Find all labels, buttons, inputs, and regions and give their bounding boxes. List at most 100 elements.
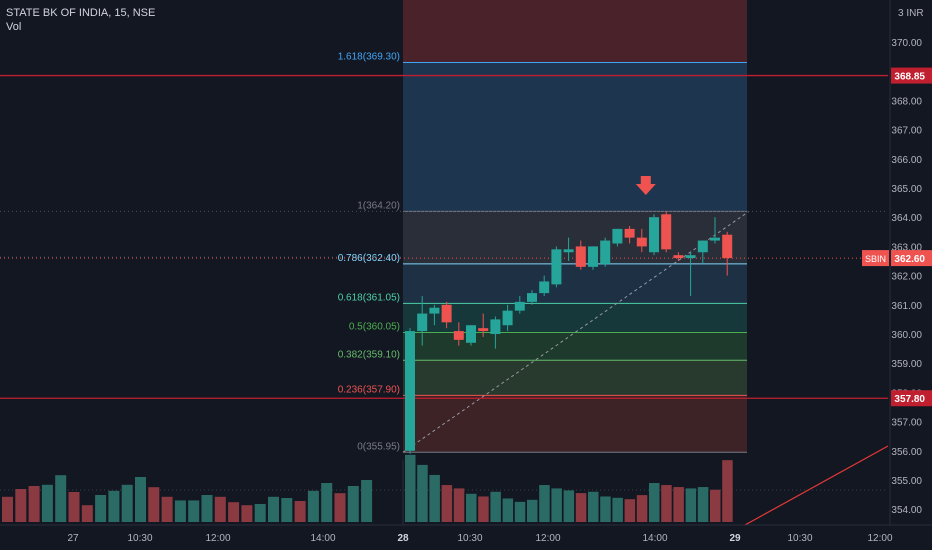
price-tick-label: 361.00 <box>891 301 922 312</box>
down-arrow-annotation <box>635 176 656 195</box>
volume-bar <box>68 492 80 522</box>
fib-zone-top <box>403 0 747 63</box>
volume-bar <box>612 497 623 522</box>
candle <box>697 240 708 264</box>
candle-body <box>478 328 489 332</box>
time-axis: 27 10:30 12:00 14:00 28 10:30 12:00 14:00 29 10:3… <box>0 524 932 544</box>
candle <box>624 225 635 244</box>
volume-bar <box>108 490 120 522</box>
candle <box>685 252 696 297</box>
candle <box>514 296 525 314</box>
fib-zone-band <box>403 263 747 304</box>
symbol-tag: SBIN <box>865 254 886 264</box>
price-tick-label: 354.00 <box>891 505 922 516</box>
candle-body <box>636 237 647 247</box>
volume-bar <box>466 493 477 522</box>
candle-body <box>563 249 574 253</box>
price-tick-label: 370.00 <box>891 38 922 49</box>
symbol-tag-bg <box>862 250 889 267</box>
candle-body <box>514 301 525 311</box>
volume-bar <box>28 486 40 522</box>
time-tick-label: 10:30 <box>127 533 152 544</box>
time-tick-label: 28 <box>397 533 409 544</box>
candle-body <box>697 240 708 253</box>
price-tick-label: 357.00 <box>891 418 922 429</box>
fib-level-label: 0.382(359.10) <box>338 349 400 360</box>
volume-bar <box>241 505 253 522</box>
fib-level-label: 0.236(357.90) <box>338 384 400 395</box>
volume-bar <box>588 491 599 522</box>
candle <box>441 301 452 329</box>
volume-bar <box>502 498 514 522</box>
candle <box>563 237 574 261</box>
volume-bar <box>478 496 489 522</box>
candle <box>649 214 659 256</box>
symbol-title[interactable]: STATE BK OF INDIA, 15, NSE <box>6 7 156 19</box>
current-price-tag: 362.60 <box>894 254 925 265</box>
volume-bar <box>527 499 538 522</box>
candle <box>466 325 476 346</box>
price-tick-label: 356.00 <box>891 447 922 458</box>
volume-bar <box>697 487 709 522</box>
candle <box>490 316 501 349</box>
candle <box>429 304 440 326</box>
candle-body <box>405 331 415 451</box>
volume-bar <box>81 505 93 522</box>
fib-level-label: 1(364.20) <box>357 200 400 211</box>
resistance-price-tag-bg <box>891 67 932 84</box>
candle-body <box>441 304 452 323</box>
candle-body <box>527 293 537 302</box>
time-tick-label: 12:00 <box>535 533 560 544</box>
time-tick-label: 12:00 <box>205 533 230 544</box>
candle-body <box>624 228 635 238</box>
time-tick-label: 12:00 <box>867 533 892 544</box>
volume-bar <box>174 500 186 522</box>
volume-bar <box>600 496 611 522</box>
trend-line <box>744 445 889 526</box>
volume-bar <box>55 475 67 522</box>
volume-bar <box>661 485 672 522</box>
candle-body <box>600 240 611 264</box>
candle-body <box>685 255 696 259</box>
time-tick-label: 10:30 <box>457 533 482 544</box>
volume-bar <box>405 454 416 522</box>
price-tick-label: 366.00 <box>891 155 922 166</box>
time-tick-label: 10:30 <box>787 533 812 544</box>
volume-bar <box>2 496 13 522</box>
volume-bar <box>281 498 293 522</box>
volume-bar <box>321 483 333 522</box>
fib-level-label: 1.618(369.30) <box>338 51 400 62</box>
fib-zone-band <box>403 62 747 212</box>
candle-body <box>466 325 476 343</box>
volume-bar <box>188 500 200 522</box>
volume-bar <box>135 477 146 522</box>
volume-bar <box>685 488 697 522</box>
candle <box>588 246 598 270</box>
volume-bar <box>95 495 107 522</box>
price-tick-label: 365.00 <box>891 184 922 195</box>
fib-level-label: 0.618(361.05) <box>338 292 400 303</box>
candle <box>612 228 623 247</box>
candle-body <box>417 313 428 332</box>
candle <box>710 217 720 244</box>
volume-indicator-label[interactable]: Vol <box>6 21 22 33</box>
candle-body <box>710 237 720 241</box>
volume-bar <box>710 489 721 522</box>
volume-bar <box>121 484 133 522</box>
price-tick-label: 359.00 <box>891 359 922 370</box>
volume-bar <box>575 493 587 522</box>
support-price-tag-bg <box>891 390 932 407</box>
volume-bar <box>254 504 266 522</box>
candle-body <box>588 246 598 267</box>
candle <box>673 252 684 261</box>
volume-bar <box>551 488 562 522</box>
candle <box>478 313 489 337</box>
volume-bar <box>636 495 648 522</box>
time-tick-label: 29 <box>729 533 741 544</box>
volume-bar <box>361 480 373 522</box>
volume-bar <box>347 486 359 522</box>
price-tick-label: 364.00 <box>891 213 922 224</box>
candle-body <box>722 234 733 259</box>
